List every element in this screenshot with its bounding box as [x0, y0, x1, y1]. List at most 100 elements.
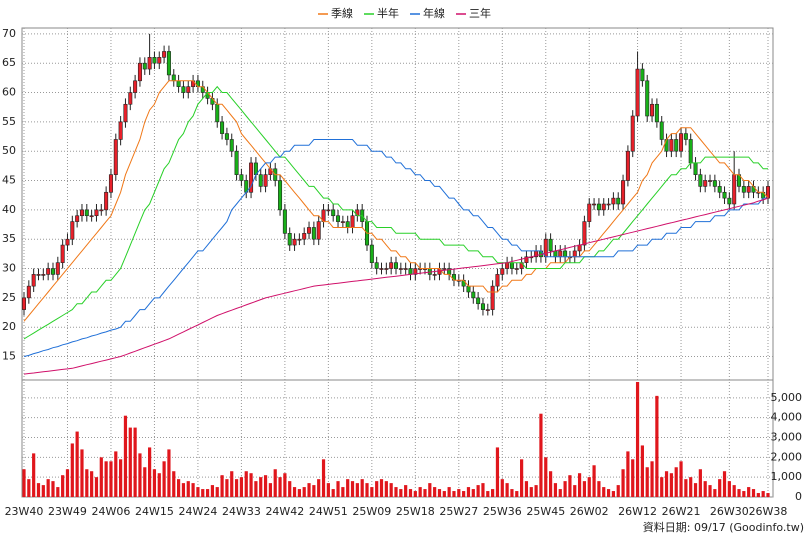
volume-bar: [751, 489, 756, 497]
candle-body: [630, 115, 635, 152]
legend-label: 半年: [377, 6, 399, 20]
candle-body: [345, 221, 350, 228]
candle-body: [587, 203, 592, 222]
volume-bar: [181, 483, 186, 497]
volume-bar: [621, 469, 625, 497]
candle-body: [162, 51, 167, 58]
volume-bar: [674, 467, 678, 497]
candle-body: [147, 57, 152, 70]
candle-body: [41, 274, 46, 276]
candle-body: [577, 244, 582, 252]
x-tick-label: 24W51: [309, 505, 348, 518]
candle-body: [118, 121, 123, 140]
candle-body: [408, 268, 413, 275]
volume-bar: [176, 479, 181, 497]
volume-bar: [259, 477, 263, 497]
candle-body: [601, 203, 606, 211]
volume-bar: [123, 415, 128, 497]
candle-body: [679, 133, 684, 152]
y2-tick-label: 3,000: [771, 431, 803, 444]
volume-bar: [722, 471, 727, 497]
volume-bar: [606, 489, 611, 497]
volume-bar: [56, 487, 60, 497]
volume-bar: [360, 479, 364, 497]
volume-bar: [597, 481, 601, 497]
volume-bar: [384, 481, 388, 497]
candle-body: [698, 174, 703, 187]
volume-bar: [292, 487, 297, 497]
y-tick-label: 55: [2, 115, 16, 128]
candle-body: [239, 174, 244, 181]
candle-body: [249, 162, 254, 193]
candle-body: [650, 103, 655, 117]
x-tick-label: 24W42: [265, 505, 304, 518]
x-tick-label: 26W12: [618, 505, 657, 518]
candle-body: [258, 174, 263, 187]
candle-body: [65, 238, 70, 246]
volume-bar: [679, 461, 683, 497]
x-tick-label: 25W27: [439, 505, 478, 518]
volume-bar: [466, 487, 471, 497]
volume-bar: [225, 479, 229, 497]
volume-bar: [433, 487, 437, 497]
volume-bar: [442, 491, 446, 497]
candle-body: [543, 238, 548, 258]
candle-body: [384, 268, 389, 270]
candle-body: [621, 180, 626, 205]
volume-bar: [162, 461, 166, 497]
candle-body: [157, 57, 162, 64]
volume-bar: [302, 487, 306, 497]
candle-body: [592, 203, 597, 206]
volume-bar: [331, 489, 335, 497]
ma-line: [23, 139, 768, 357]
volume-bar: [65, 469, 70, 497]
x-tick-label: 24W06: [92, 505, 131, 518]
volume-bar: [143, 467, 147, 497]
volume-bar: [650, 461, 654, 497]
candle-body: [480, 303, 485, 310]
candle-body: [113, 139, 118, 175]
y-tick-label: 15: [2, 350, 16, 363]
candle-body: [611, 197, 616, 205]
volume-bar: [41, 485, 45, 497]
candle-body: [316, 221, 321, 240]
candle-body: [234, 150, 239, 175]
volume-bar: [215, 487, 219, 497]
candle-body: [548, 238, 553, 252]
candle-body: [398, 268, 403, 270]
volume-bar: [321, 459, 326, 497]
candle-body: [137, 62, 142, 82]
x-tick-label: 24W15: [135, 505, 174, 518]
candle-body: [722, 191, 727, 199]
candle-body: [741, 186, 746, 193]
volume-bar: [447, 487, 451, 497]
volume-bar: [645, 467, 649, 497]
volume-bar: [75, 431, 79, 497]
candle-body: [99, 209, 104, 212]
volume-bar: [631, 459, 635, 497]
volume-bar: [152, 469, 157, 497]
candle-body: [369, 244, 374, 263]
candle-body: [645, 80, 650, 117]
y-tick-label: 70: [2, 27, 16, 40]
legend-label: 三年: [469, 6, 491, 20]
volume-bar: [423, 489, 427, 497]
candle-body: [152, 57, 157, 64]
volume-bar: [268, 483, 272, 497]
volume-bar: [297, 489, 301, 497]
volume-bar: [660, 477, 664, 497]
volume-bar: [317, 479, 321, 497]
volume-bar: [404, 485, 408, 497]
candle-body: [123, 103, 128, 123]
x-tick-label: 23W40: [5, 505, 44, 518]
volume-bar: [500, 479, 504, 497]
candle-body: [336, 215, 341, 222]
candle-body: [582, 221, 587, 246]
volume-bar: [548, 471, 553, 497]
candle-body: [688, 139, 693, 164]
volume-bar: [239, 477, 244, 497]
ma-line: [23, 80, 769, 322]
volume-bar: [336, 481, 340, 497]
volume-bar: [669, 473, 673, 497]
volume-bar: [689, 477, 693, 497]
